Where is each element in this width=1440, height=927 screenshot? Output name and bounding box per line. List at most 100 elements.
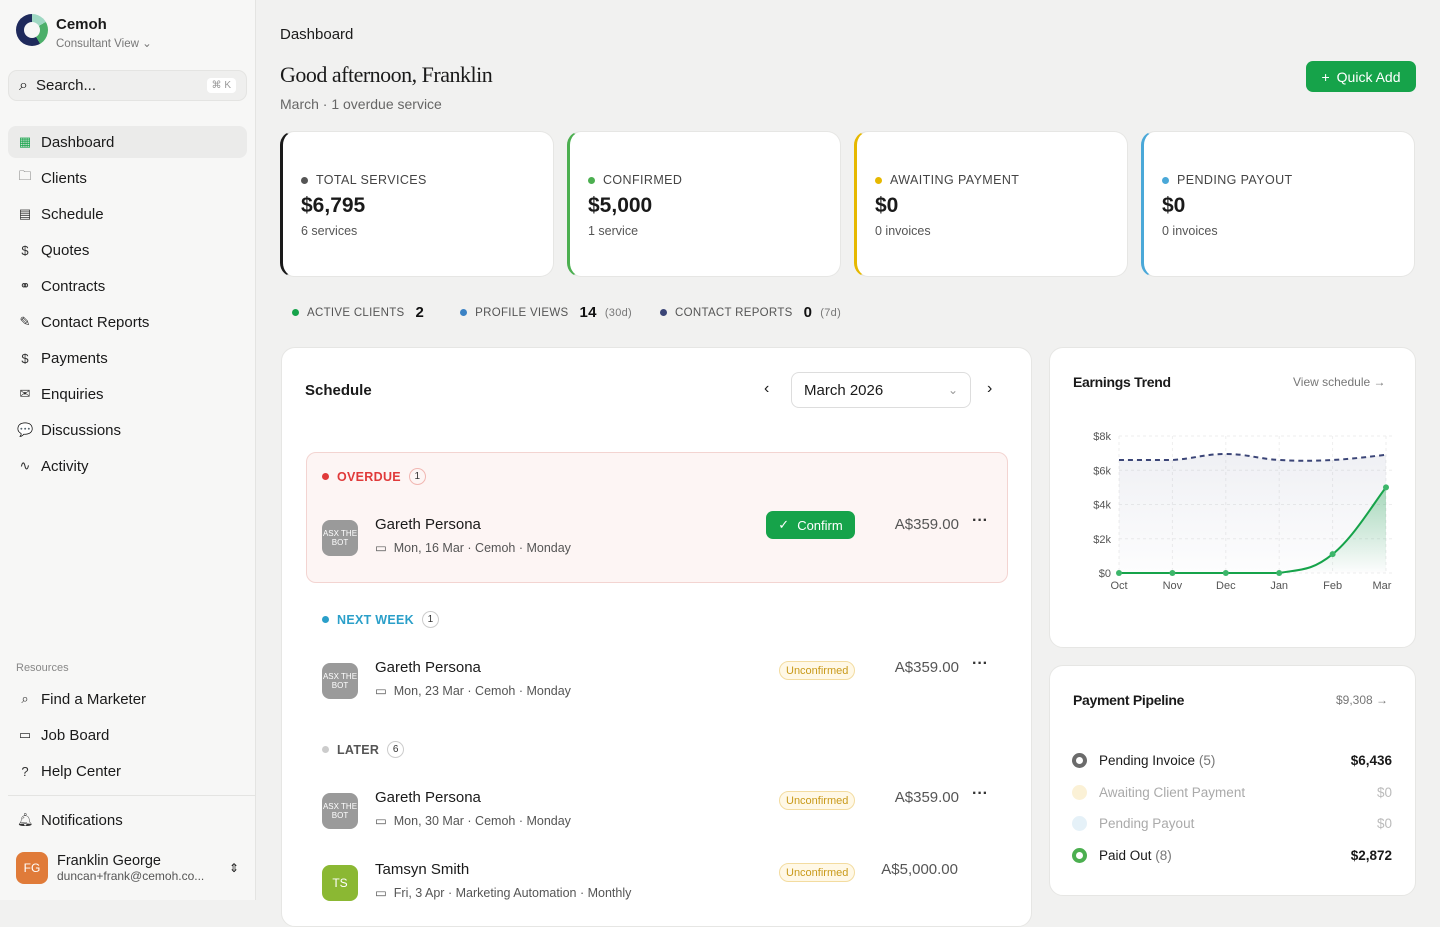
metric-note: (7d)	[820, 306, 842, 319]
y-tick-label: $6k	[1093, 465, 1111, 477]
avatar: ASX THE BOT	[322, 663, 358, 699]
stat-card-pending-payout[interactable]: PENDING PAYOUT $0 0 invoices	[1141, 131, 1415, 277]
stat-card-total-services[interactable]: TOTAL SERVICES $6,795 6 services	[280, 131, 554, 277]
sidebar-item-clients[interactable]: 🗀 Clients	[8, 162, 247, 194]
stage-value: $0	[1376, 816, 1392, 831]
pipeline-total-link[interactable]: $9,308 →	[1336, 693, 1389, 707]
sidebar-item-notifications[interactable]: 🔔︎ Notifications	[8, 804, 247, 836]
stat-card-confirmed[interactable]: CONFIRMED $5,000 1 service	[567, 131, 841, 277]
avatar: ASX THE BOT	[322, 520, 358, 556]
notebook-icon: ✎	[19, 314, 31, 329]
pipeline-item-paid-out[interactable]: Paid Out (8) $2,872	[1072, 848, 1392, 863]
metric-label: ACTIVE CLIENTS	[307, 306, 405, 319]
nav-label: Help Center	[41, 762, 122, 780]
stat-label: CONFIRMED	[603, 173, 683, 187]
schedule-item[interactable]: TS Tamsyn Smith ▭ Fri, 3 Apr · Marketing…	[322, 861, 1002, 911]
avatar: FG	[16, 852, 48, 884]
metric-value: 14	[579, 304, 597, 321]
more-options-icon[interactable]: ···	[972, 512, 988, 529]
user-menu[interactable]: FG Franklin George duncan+frank@cemoh.co.…	[8, 846, 247, 890]
sidebar-item-help-center[interactable]: ? Help Center	[8, 755, 247, 787]
item-date: Mon, 30 Mar	[393, 814, 464, 828]
search-icon: ⌕	[21, 691, 29, 706]
nav-label: Clients	[41, 169, 87, 187]
chevron-down-icon: ⌄	[142, 38, 152, 50]
nav-label: Job Board	[41, 726, 110, 744]
metric-contact-reports: CONTACT REPORTS 0 (7d)	[660, 304, 841, 321]
view-switcher[interactable]: Consultant View ⌄	[56, 36, 152, 50]
sidebar-item-job-board[interactable]: ▭ Job Board	[8, 719, 247, 751]
page-title: Good afternoon, Franklin	[280, 62, 493, 87]
sidebar-item-discussions[interactable]: 💬 Discussions	[8, 414, 247, 446]
mail-icon: ✉	[19, 386, 31, 401]
item-org: Cemoh	[475, 541, 516, 555]
x-tick-label: Dec	[1216, 580, 1236, 592]
search-shortcut: ⌘ K	[206, 78, 236, 93]
next-month-button[interactable]: ›	[987, 380, 993, 397]
nav-label: Payments	[41, 349, 108, 367]
stat-card-awaiting-payment[interactable]: AWAITING PAYMENT $0 0 invoices	[854, 131, 1128, 277]
stat-sub: 0 invoices	[1162, 224, 1218, 238]
sidebar-item-activity[interactable]: ∿ Activity	[8, 450, 247, 482]
earnings-chart: $0 $2k $4k $6k $8k Oct Nov Dec Jan Feb Mar	[1093, 431, 1392, 592]
status-dot	[1162, 176, 1169, 184]
y-tick-label: $4k	[1093, 500, 1111, 512]
y-tick-label: $8k	[1093, 431, 1111, 443]
sidebar-item-contact-reports[interactable]: ✎ Contact Reports	[8, 306, 247, 338]
pulse-icon: ∿	[19, 458, 31, 473]
item-date: Mon, 16 Mar	[393, 541, 464, 555]
nav-label: Activity	[41, 457, 89, 475]
confirm-button[interactable]: ✓ Confirm	[766, 511, 855, 539]
pipeline-item-pending-invoice[interactable]: Pending Invoice (5) $6,436	[1072, 753, 1392, 768]
sidebar-item-enquiries[interactable]: ✉ Enquiries	[8, 378, 247, 410]
status-badge: Unconfirmed	[779, 863, 856, 882]
metric-profile-views: PROFILE VIEWS 14 (30d)	[460, 304, 632, 321]
prev-month-button[interactable]: ‹	[764, 380, 770, 397]
view-schedule-link[interactable]: View schedule →	[1293, 375, 1386, 389]
sidebar-item-payments[interactable]: $ Payments	[8, 342, 247, 374]
nav-label: Contact Reports	[41, 313, 150, 331]
client-name: Gareth Persona	[375, 516, 481, 533]
schedule-item[interactable]: ASX THE BOT Gareth Persona ▭ Mon, 23 Mar…	[322, 655, 1002, 709]
x-tick-label: Mar	[1373, 580, 1392, 592]
stage-marker	[1072, 785, 1087, 800]
sidebar-item-contracts[interactable]: ⚭ Contracts	[8, 270, 247, 302]
series-area	[1119, 487, 1386, 573]
stage-marker	[1072, 753, 1087, 768]
sidebar-item-find-a-marketer[interactable]: ⌕ Find a Marketer	[8, 683, 247, 715]
calendar-icon: ▭	[375, 814, 387, 828]
chevron-down-icon: ⌄	[947, 383, 958, 397]
metric-label: CONTACT REPORTS	[675, 306, 793, 319]
search-input[interactable]: ⌕ Search... ⌘ K	[8, 70, 247, 101]
item-org: Cemoh	[475, 684, 516, 698]
y-tick-label: $2k	[1093, 534, 1111, 546]
quick-add-button[interactable]: + Quick Add	[1306, 61, 1416, 92]
item-date: Mon, 23 Mar	[393, 684, 464, 698]
schedule-item[interactable]: ASX THE BOT Gareth Persona ▭ Mon, 30 Mar…	[322, 785, 1002, 839]
x-tick-label: Feb	[1323, 580, 1342, 592]
status-dot	[301, 176, 308, 184]
plus-icon: +	[1321, 68, 1330, 85]
stat-sub: 0 invoices	[875, 224, 931, 238]
calendar-icon: ▭	[375, 886, 387, 900]
schedule-item[interactable]: ASX THE BOT Gareth Persona ▭ Mon, 16 Mar…	[322, 511, 1002, 566]
folder-icon: 🗀	[18, 168, 32, 183]
month-select[interactable]: March 2026 ⌄	[791, 372, 971, 408]
stage-value: $6,436	[1350, 753, 1392, 768]
more-options-icon[interactable]: ···	[972, 655, 988, 672]
item-amount: A$359.00	[894, 516, 959, 533]
group-later: LATER 6	[322, 741, 405, 758]
more-options-icon[interactable]: ···	[972, 785, 988, 802]
stat-value: $0	[875, 194, 899, 217]
dollar-file-icon: $	[21, 242, 29, 258]
stage-label: Pending Invoice	[1099, 753, 1196, 768]
pipeline-item-awaiting-client-payment[interactable]: Awaiting Client Payment $0	[1072, 785, 1392, 800]
nav-label: Enquiries	[41, 385, 104, 403]
sidebar: Cemoh Consultant View ⌄ ⌕ Search... ⌘ K …	[0, 0, 256, 900]
sidebar-item-dashboard[interactable]: ▦ Dashboard	[8, 126, 247, 158]
sidebar-item-quotes[interactable]: $ Quotes	[8, 234, 247, 266]
sidebar-item-schedule[interactable]: ▤ Schedule	[8, 198, 247, 230]
avatar: ASX THE BOT	[322, 793, 358, 829]
divider	[8, 795, 255, 796]
pipeline-item-pending-payout[interactable]: Pending Payout $0	[1072, 816, 1392, 831]
